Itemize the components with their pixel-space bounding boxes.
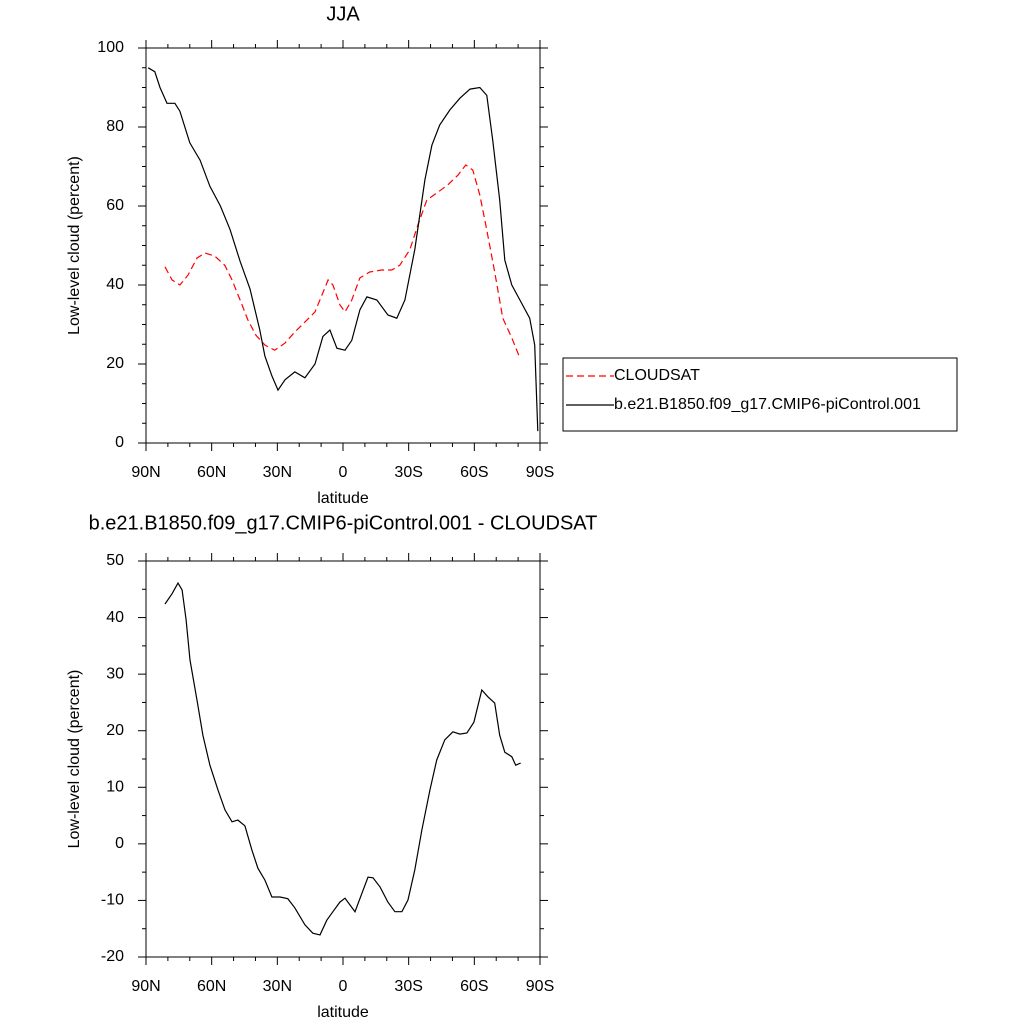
y-tick-label: 20 xyxy=(106,722,124,739)
y-tick-label: 100 xyxy=(97,39,124,56)
x-tick-label: 60S xyxy=(460,978,488,995)
y-tick-label: -10 xyxy=(101,892,124,909)
plot-frame xyxy=(145,560,541,958)
x-tick-label: 90S xyxy=(526,978,554,995)
y-tick-label: 40 xyxy=(106,609,124,626)
legend-label: CLOUDSAT xyxy=(614,367,700,384)
y-tick-label: 40 xyxy=(106,276,124,293)
y-tick-label: 60 xyxy=(106,197,124,214)
plot-frame xyxy=(145,47,541,444)
x-tick-label: 0 xyxy=(339,978,348,995)
legend-label: b.e21.B1850.f09_g17.CMIP6-piControl.001 xyxy=(614,396,921,413)
data-line xyxy=(164,581,521,936)
data-line xyxy=(147,67,539,432)
chart-title: JJA xyxy=(326,3,360,25)
y-axis-label: Low-level cloud (percent) xyxy=(66,670,83,849)
legend-box xyxy=(562,357,958,432)
x-tick-label: 90N xyxy=(131,978,160,995)
x-tick-label: 60S xyxy=(460,464,488,481)
x-tick-label: 60N xyxy=(197,464,226,481)
x-tick-label: 30N xyxy=(263,978,292,995)
legend: CLOUDSAT b.e21.B1850.f09_g17.CMIP6-piCont… xyxy=(562,357,958,432)
x-tick-label: 90S xyxy=(526,464,554,481)
x-tick-label: 60N xyxy=(197,978,226,995)
x-tick-label: 30N xyxy=(263,464,292,481)
x-tick-label: 90N xyxy=(131,464,160,481)
y-axis-label: Low-level cloud (percent) xyxy=(66,156,83,335)
x-axis-label: latitude xyxy=(317,490,369,507)
y-tick-label: 30 xyxy=(106,665,124,682)
y-tick-label: 10 xyxy=(106,779,124,796)
x-axis-label: latitude xyxy=(317,1004,369,1021)
x-tick-label: 30S xyxy=(394,978,422,995)
y-tick-label: 0 xyxy=(115,434,124,451)
x-tick-label: 0 xyxy=(339,464,348,481)
y-tick-label: 0 xyxy=(115,835,124,852)
y-tick-label: -20 xyxy=(101,948,124,965)
y-tick-label: 50 xyxy=(106,552,124,569)
y-tick-label: 20 xyxy=(106,355,124,372)
y-tick-label: 80 xyxy=(106,118,124,135)
x-tick-label: 30S xyxy=(394,464,422,481)
chart-title: b.e21.B1850.f09_g17.CMIP6-piControl.001 … xyxy=(89,512,598,534)
data-line xyxy=(164,164,521,359)
